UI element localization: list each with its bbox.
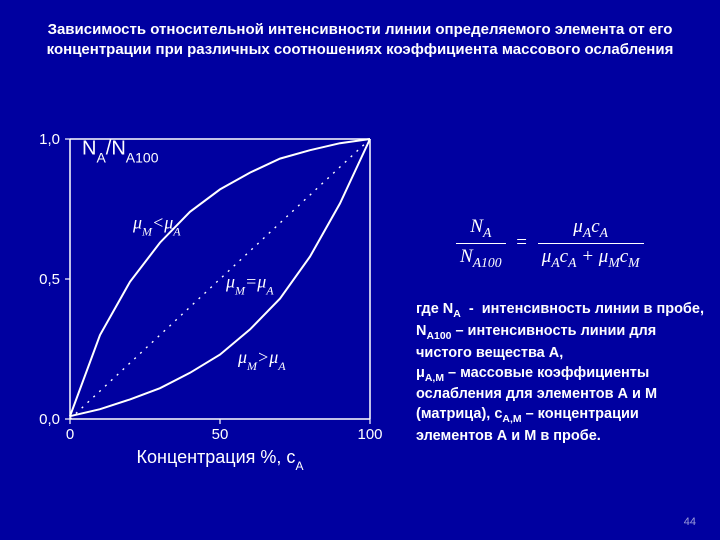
svg-text:0: 0 — [66, 426, 74, 443]
chart-container: 0,0 0,5 1,0 0 50 100 μM<μA μM>μA μM=μA NA/NA100 Ко… — [22, 115, 392, 485]
eq-left-num: NA — [456, 216, 506, 244]
page-number: 44 — [684, 516, 696, 528]
svg-text:50: 50 — [212, 426, 229, 443]
equation: NA NA100 = μAcA μAcA + μMcM — [456, 216, 644, 271]
description-text: где NA - интенсивность линии в пробе, NA… — [416, 300, 706, 447]
eq-right-den: μAcA + μMcM — [538, 244, 644, 271]
svg-text:μM=μA: μM=μA — [225, 271, 274, 297]
eq-left-den: NA100 — [456, 244, 506, 271]
eq-right-num: μAcA — [538, 216, 644, 244]
intensity-chart: 0,0 0,5 1,0 0 50 100 μM<μA μM>μA μM=μA NA/NA100 Ко… — [22, 115, 392, 485]
svg-text:μM>μA: μM>μA — [237, 347, 286, 373]
svg-text:μM<μA: μM<μA — [132, 213, 181, 239]
svg-text:Концентрация %, cA: Концентрация %, cA — [137, 447, 304, 473]
svg-text:0,5: 0,5 — [39, 271, 60, 288]
svg-text:100: 100 — [357, 426, 382, 443]
svg-text:0,0: 0,0 — [39, 411, 60, 428]
eq-equals: = — [510, 232, 533, 254]
slide-title: Зависимость относительной интенсивности … — [40, 20, 680, 59]
svg-text:NA/NA100: NA/NA100 — [82, 137, 159, 165]
svg-text:1,0: 1,0 — [39, 131, 60, 148]
